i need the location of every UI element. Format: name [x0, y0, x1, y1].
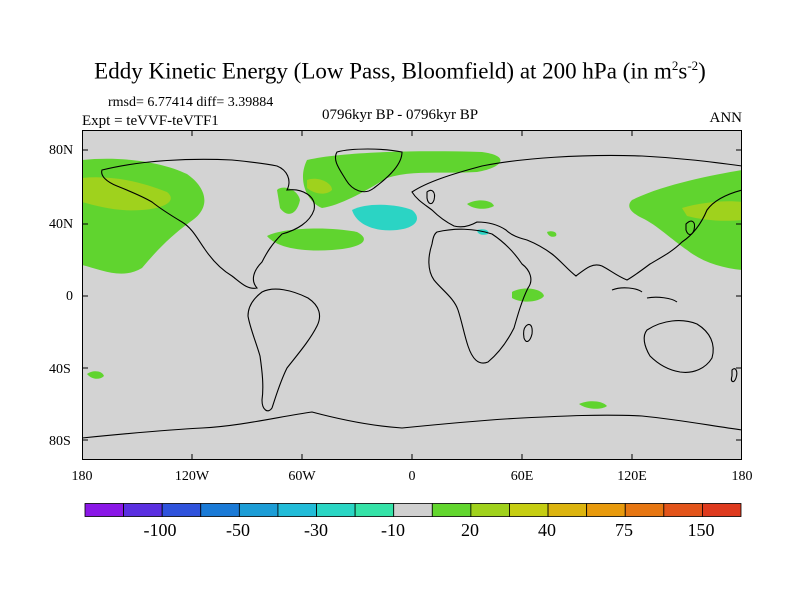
experiment-label: Expt = teVVF-teVTF1 [82, 113, 219, 129]
lon-label-180w: 180 [71, 469, 93, 484]
period-label: 0796kyr BP - 0796kyr BP [321, 107, 479, 123]
anomaly-west-atlantic-band [267, 228, 364, 251]
anomaly-north-africa [467, 200, 494, 209]
anomaly-north-pacific-lime [682, 201, 742, 221]
colorbar-label: -50 [226, 520, 250, 540]
coast-new-zealand [730, 368, 738, 383]
world-map [82, 130, 742, 460]
coast-japan [685, 220, 696, 236]
anomaly-north-atlantic-cyan [352, 204, 417, 231]
coast-uk [426, 189, 436, 205]
colorbar-swatch [470, 503, 510, 517]
lat-label-80n: 80N [49, 143, 74, 158]
colorbar-label: 75 [615, 520, 633, 540]
colorbar-swatch [161, 503, 202, 517]
colorbar-swatch [238, 503, 279, 517]
anomaly-greenland-band [302, 151, 501, 208]
anomaly-southern-ocean-east [579, 401, 607, 409]
anomaly-hudson-labrador [277, 187, 300, 214]
coast-antarctica [82, 411, 742, 439]
colorbar-swatch [547, 503, 588, 517]
coast-south-america [247, 288, 321, 412]
anomaly-north-pacific-east [629, 170, 742, 270]
colorbar-swatch [663, 503, 703, 517]
colorbar [84, 503, 742, 517]
lon-label-0: 0 [408, 469, 416, 484]
lat-label-0: 0 [66, 289, 73, 304]
colorbar-swatch [624, 503, 665, 517]
stats-label: rmsd= 6.77414 diff= 3.39884 [108, 95, 274, 110]
lat-label-40n: 40N [49, 217, 74, 232]
anomaly-arabian-sea [512, 288, 544, 302]
coast-north-america [101, 158, 315, 289]
colorbar-swatch [393, 503, 433, 517]
coast-eurasia [411, 154, 742, 281]
axis-ticks [82, 130, 742, 460]
anomaly-southern-ocean-west [87, 371, 104, 379]
coast-indonesia [611, 287, 678, 303]
lon-label-180e: 180 [731, 469, 753, 484]
colorbar-swatch [354, 503, 395, 517]
colorbar-swatch [200, 503, 240, 517]
lon-label-60w: 60W [288, 469, 316, 484]
anomaly-greenland-lime [307, 178, 332, 194]
coast-australia [643, 320, 714, 373]
lat-label-80s: 80S [49, 434, 71, 449]
colorbar-label: -10 [381, 520, 405, 540]
coast-madagascar [523, 323, 533, 343]
anomaly-na-pacific-lime [82, 177, 171, 211]
colorbar-swatch [84, 503, 124, 517]
colorbar-swatch [123, 503, 163, 517]
coast-greenland [334, 148, 403, 193]
lat-label-40s: 40S [49, 362, 71, 377]
colorbar-label: -100 [143, 520, 177, 540]
colorbar-swatch [277, 503, 317, 517]
colorbar-swatch [316, 503, 356, 517]
lon-label-120w: 120W [174, 469, 210, 484]
anomaly-east-africa [547, 231, 557, 237]
colorbar-label: 20 [461, 520, 479, 540]
season-label: ANN [709, 110, 743, 126]
colorbar-label: 40 [538, 520, 556, 540]
colorbar-swatch [702, 503, 742, 517]
lon-label-120e: 120E [617, 469, 647, 484]
chart-title: Eddy Kinetic Energy (Low Pass, Bloomfiel… [94, 58, 706, 84]
anomaly-fields [82, 151, 742, 409]
coast-africa [428, 228, 532, 364]
colorbar-swatch [431, 503, 472, 517]
coastlines [82, 148, 742, 439]
lon-label-60e: 60E [510, 469, 534, 484]
colorbar-swatch [509, 503, 549, 517]
colorbar-label: 150 [687, 520, 715, 540]
colorbar-label: -30 [304, 520, 328, 540]
colorbar-swatch [586, 503, 626, 517]
